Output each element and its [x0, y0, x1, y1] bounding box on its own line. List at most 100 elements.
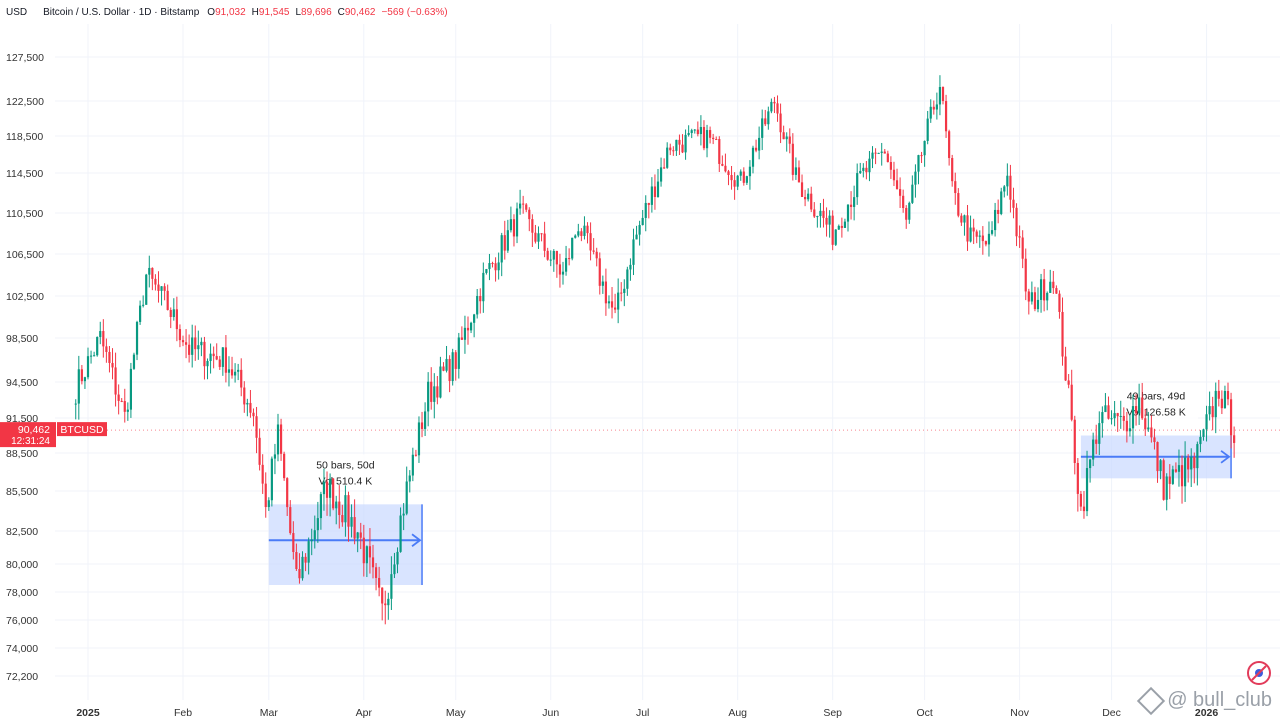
candle-body — [561, 271, 565, 275]
candle-body — [1159, 460, 1162, 472]
candle-body — [1027, 291, 1030, 302]
candle-body — [917, 155, 920, 172]
candle-body — [1217, 390, 1220, 399]
candle-body — [497, 262, 500, 271]
candle-body — [880, 151, 883, 153]
currency-label[interactable]: USD — [6, 6, 28, 18]
range-label-bars: 50 bars, 50d — [316, 459, 375, 471]
candle-body — [770, 101, 773, 112]
candle-body — [935, 104, 938, 110]
candle-body — [473, 314, 476, 323]
candle-body — [1162, 460, 1165, 500]
candle-body — [1095, 439, 1098, 444]
candle-body — [83, 377, 87, 382]
candle-body — [200, 341, 203, 346]
candle-body — [1088, 459, 1092, 469]
change-value: −569 (−0.63%) — [381, 6, 448, 18]
candle-body — [436, 386, 439, 398]
candle-body — [1015, 207, 1018, 237]
y-tick-label: 82,500 — [6, 526, 38, 538]
candle-body — [1202, 429, 1205, 437]
candle-body — [1205, 414, 1208, 430]
candle-body — [957, 193, 960, 216]
y-tick-label: 114,500 — [6, 168, 43, 180]
diamond-icon — [1137, 686, 1166, 715]
candle-body — [1039, 279, 1043, 300]
candle-body — [172, 309, 175, 317]
candle-body — [972, 227, 975, 232]
candle-body — [509, 219, 513, 231]
candle-body — [396, 551, 399, 565]
candle-body — [1070, 384, 1073, 420]
candle-body — [454, 352, 457, 369]
y-tick-label: 127,500 — [6, 52, 44, 64]
candle-body — [718, 139, 721, 164]
candle-body — [194, 337, 197, 350]
candle-body — [552, 251, 555, 260]
candle-body — [485, 269, 488, 273]
candle-body — [638, 225, 641, 235]
candle-body — [166, 290, 169, 310]
candle-body — [1134, 406, 1138, 414]
candle-body — [595, 251, 598, 259]
candle-body — [577, 231, 580, 236]
candle-body — [592, 250, 595, 252]
y-tick-label: 122,500 — [6, 96, 44, 108]
candle-body — [479, 295, 482, 302]
candle-body — [448, 358, 451, 382]
candle-body — [402, 513, 405, 516]
candle-body — [853, 197, 856, 207]
x-tick-label: May — [446, 707, 467, 719]
candle-body — [341, 515, 344, 523]
candle-body — [883, 151, 886, 154]
candle-body — [1030, 292, 1033, 302]
candle-body — [237, 369, 240, 372]
candle-body — [1220, 398, 1223, 409]
candle-body — [292, 533, 295, 553]
candle-body — [1104, 405, 1107, 413]
candle-body — [1177, 465, 1181, 472]
candle-body — [1131, 406, 1135, 429]
candle-body — [209, 353, 212, 361]
candle-body — [482, 272, 485, 302]
candle-body — [120, 400, 123, 402]
price-badge-price: 90,462 — [18, 424, 50, 436]
candle-body — [724, 165, 727, 172]
candle-body — [1128, 428, 1132, 432]
candle-body — [944, 101, 948, 132]
candle-body — [761, 118, 764, 138]
candle-body — [846, 204, 850, 222]
candle-body — [230, 369, 234, 376]
candle-body — [138, 305, 142, 322]
y-tick-label: 106,500 — [6, 249, 44, 261]
candle-body — [856, 173, 859, 198]
candle-body — [849, 204, 853, 207]
candle-body — [843, 221, 847, 228]
candle-body — [981, 235, 984, 242]
candle-body — [279, 424, 283, 454]
price-badge-time: 12:31:24 — [11, 436, 50, 447]
candle-body — [663, 167, 666, 169]
candle-body — [298, 568, 301, 579]
candle-body — [941, 86, 945, 102]
candle-body — [1125, 420, 1128, 432]
candle-body — [1046, 292, 1049, 301]
candle-body — [607, 301, 611, 304]
candle-body — [653, 186, 657, 197]
candle-body — [353, 517, 356, 539]
high-value: H91,545 — [251, 6, 290, 18]
candle-body — [264, 483, 267, 508]
candle-body — [791, 143, 794, 175]
candle-body — [736, 175, 739, 187]
candle-body — [525, 204, 528, 210]
candle-body — [466, 327, 470, 331]
candle-body — [445, 358, 448, 371]
candle-body — [74, 403, 77, 405]
candle-body — [255, 416, 258, 438]
x-tick-label: Apr — [356, 707, 373, 719]
candle-body — [782, 132, 785, 140]
candle-body — [623, 288, 626, 293]
symbol-title[interactable]: Bitcoin / U.S. Dollar · 1D · Bitstamp — [43, 6, 200, 18]
candle-body — [411, 454, 414, 476]
